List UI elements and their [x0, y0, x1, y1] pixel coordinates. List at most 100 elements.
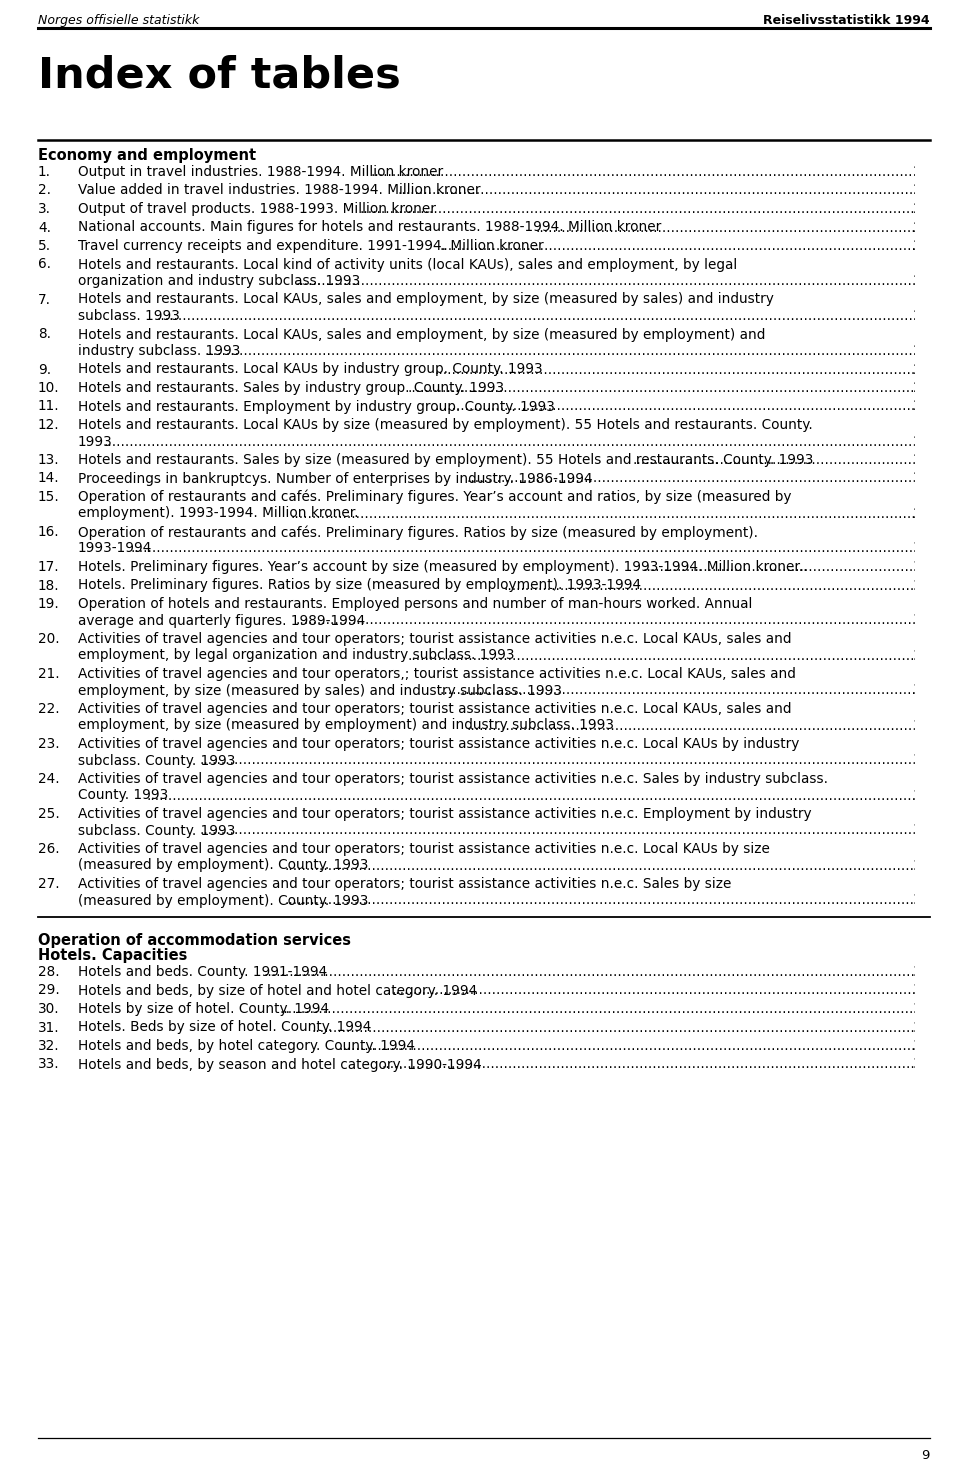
Text: Activities of travel agencies and tour operators; tourist assistance activities : Activities of travel agencies and tour o… [78, 842, 770, 857]
Bar [915, 469, 960, 489]
Text: 27.: 27. [38, 877, 60, 890]
Bar [915, 307, 960, 326]
Text: Hotels and restaurants. Local KAUs, sales and employment, by size (measured by s: Hotels and restaurants. Local KAUs, sale… [78, 292, 774, 307]
Text: Output of travel products. 1988-1993. Million kroner: Output of travel products. 1988-1993. Mi… [78, 202, 436, 216]
Text: (measured by employment). County. 1993: (measured by employment). County. 1993 [78, 893, 369, 908]
Text: Travel currency receipts and expenditure. 1991-1994. Million kroner: Travel currency receipts and expenditure… [78, 239, 543, 252]
Text: 21.: 21. [38, 667, 60, 681]
Text: 23: 23 [913, 274, 930, 288]
Text: 31: 31 [913, 560, 930, 574]
Bar [915, 786, 960, 805]
Text: 1.: 1. [38, 164, 51, 179]
Text: ................................................................................: ........................................… [204, 343, 960, 358]
Text: Activities of travel agencies and tour operators,; tourist assistance activities: Activities of travel agencies and tour o… [78, 667, 796, 681]
Text: 39: 39 [913, 1058, 930, 1071]
Text: 10.: 10. [38, 381, 60, 395]
Text: subclass. County. 1993: subclass. County. 1993 [78, 754, 235, 767]
Bar [915, 342, 960, 361]
Text: 32.: 32. [38, 1039, 60, 1053]
Text: ................................................................................: ........................................… [360, 202, 960, 216]
Text: Hotels and restaurants. Local KAUs by industry group. County. 1993: Hotels and restaurants. Local KAUs by in… [78, 362, 542, 377]
Text: 5.: 5. [38, 239, 51, 252]
Text: ................................................................................: ........................................… [408, 648, 960, 663]
Text: 6.: 6. [38, 258, 51, 271]
Bar [915, 1000, 960, 1018]
Bar [915, 612, 960, 629]
Text: ................................................................................: ........................................… [285, 893, 960, 908]
Text: Operation of restaurants and cafés. Preliminary figures. Year’s account and rati: Operation of restaurants and cafés. Prel… [78, 490, 791, 505]
Text: ................................................................................: ........................................… [200, 823, 960, 838]
Text: 20.: 20. [38, 632, 60, 645]
Text: 34: 34 [913, 719, 930, 732]
Bar [915, 540, 960, 557]
Text: Operation of accommodation services: Operation of accommodation services [38, 933, 351, 948]
Text: 22: 22 [913, 220, 930, 235]
Text: 1993: 1993 [78, 434, 112, 449]
Text: ................................................................................: ........................................… [643, 560, 960, 574]
Text: Hotels and restaurants. Sales by industry group. County. 1993: Hotels and restaurants. Sales by industr… [78, 381, 504, 395]
Text: 33: 33 [913, 648, 930, 663]
Text: 14.: 14. [38, 471, 60, 486]
Text: Operation of restaurants and cafés. Preliminary figures. Ratios by size (measure: Operation of restaurants and cafés. Prel… [78, 525, 758, 540]
Bar [915, 682, 960, 700]
Text: ................................................................................: ........................................… [397, 183, 960, 198]
Text: Activities of travel agencies and tour operators; tourist assistance activities : Activities of travel agencies and tour o… [78, 877, 732, 890]
Bar [915, 378, 960, 398]
Text: subclass. County. 1993: subclass. County. 1993 [78, 823, 235, 838]
Text: 9: 9 [922, 1449, 930, 1463]
Text: 38: 38 [913, 1021, 930, 1034]
Bar [915, 200, 960, 219]
Text: 33: 33 [913, 684, 930, 697]
Bar [915, 981, 960, 1000]
Text: ................................................................................: ........................................… [371, 164, 960, 179]
Text: ................................................................................: ........................................… [504, 578, 960, 593]
Text: 18.: 18. [38, 578, 60, 593]
Text: 23.: 23. [38, 736, 60, 751]
Text: employment, by legal organization and industry subclass. 1993: employment, by legal organization and in… [78, 648, 515, 663]
Text: ................................................................................: ........................................… [296, 274, 960, 288]
Bar [915, 238, 960, 255]
Text: industry subclass. 1993: industry subclass. 1993 [78, 343, 240, 358]
Text: employment). 1993-1994. Million kroner.: employment). 1993-1994. Million kroner. [78, 506, 358, 521]
Bar [915, 1055, 960, 1074]
Text: Activities of travel agencies and tour operators; tourist assistance activities : Activities of travel agencies and tour o… [78, 632, 791, 645]
Text: 8.: 8. [38, 327, 51, 342]
Text: 31.: 31. [38, 1021, 60, 1034]
Text: 30.: 30. [38, 1002, 60, 1017]
Text: 26: 26 [913, 381, 930, 395]
Text: 26: 26 [913, 362, 930, 377]
Bar [915, 822, 960, 841]
Text: Hotels and beds. County. 1991-1994: Hotels and beds. County. 1991-1994 [78, 965, 327, 978]
Text: 20: 20 [913, 183, 930, 198]
Text: 24: 24 [913, 310, 930, 323]
Text: Activities of travel agencies and tour operators; tourist assistance activities : Activities of travel agencies and tour o… [78, 772, 828, 786]
Text: 25.: 25. [38, 807, 60, 822]
Text: ................................................................................: ........................................… [408, 381, 960, 395]
Bar [915, 271, 960, 290]
Text: ................................................................................: ........................................… [296, 613, 960, 628]
Text: 9.: 9. [38, 362, 51, 377]
Text: ................................................................................: ........................................… [440, 684, 960, 697]
Text: 19.: 19. [38, 597, 60, 610]
Text: ................................................................................: ........................................… [381, 1058, 960, 1071]
Text: 34: 34 [913, 754, 930, 767]
Bar [915, 962, 960, 981]
Text: employment, by size (measured by sales) and industry subclass. 1993: employment, by size (measured by sales) … [78, 684, 562, 697]
Bar [915, 1018, 960, 1037]
Text: ................................................................................: ........................................… [338, 1039, 960, 1053]
Text: 11.: 11. [38, 399, 60, 414]
Text: County. 1993: County. 1993 [78, 788, 168, 802]
Text: 28: 28 [913, 453, 930, 467]
Text: ................................................................................: ........................................… [130, 541, 960, 556]
Text: 20: 20 [913, 164, 930, 179]
Text: 25: 25 [913, 343, 930, 358]
Text: Hotels and restaurants. Sales by size (measured by employment). 55 Hotels and re: Hotels and restaurants. Sales by size (m… [78, 453, 813, 467]
Text: 2.: 2. [38, 183, 51, 198]
Text: 3.: 3. [38, 202, 51, 216]
Text: 17.: 17. [38, 560, 60, 574]
Text: (measured by employment). County. 1993: (measured by employment). County. 1993 [78, 858, 369, 873]
Text: Value added in travel industries. 1988-1994. Million kroner: Value added in travel industries. 1988-1… [78, 183, 481, 198]
Text: Hotels. Beds by size of hotel. County. 1994: Hotels. Beds by size of hotel. County. 1… [78, 1021, 372, 1034]
Text: ................................................................................: ........................................… [467, 471, 960, 486]
Bar [915, 398, 960, 417]
